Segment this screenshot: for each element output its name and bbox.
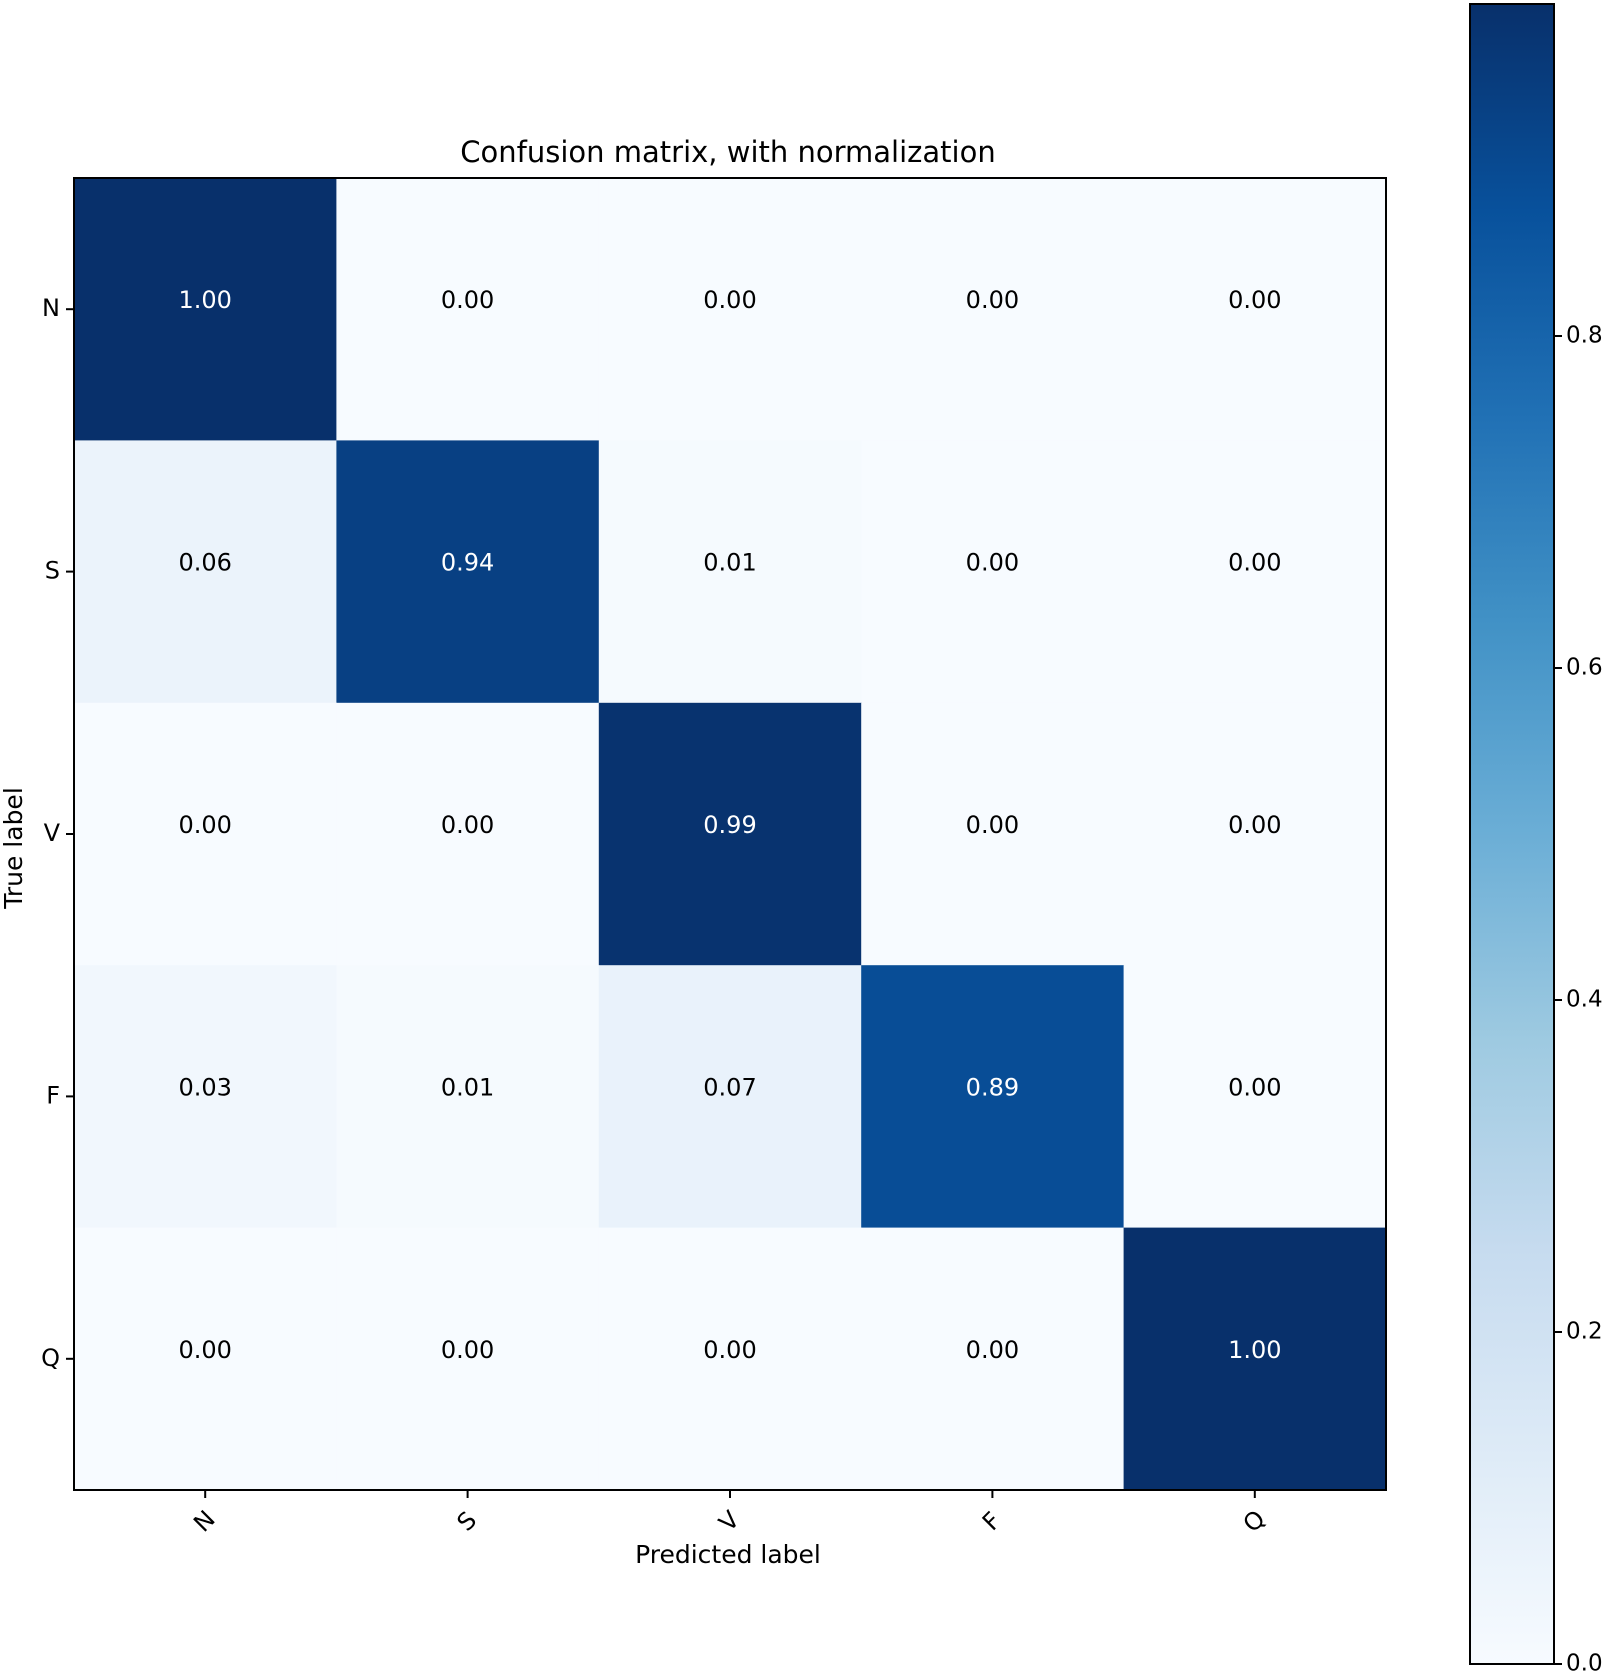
cell-value-label: 0.00 [1228, 549, 1281, 577]
heatmap-cell [861, 1227, 1125, 1491]
heatmap-cell [1123, 440, 1387, 704]
x-tick-label: V [714, 1505, 746, 1537]
cell-value-label: 0.00 [441, 1336, 494, 1364]
cell-value-label: 0.00 [966, 811, 1019, 839]
x-tick-label: S [452, 1506, 483, 1537]
heatmap-cell [861, 702, 1125, 966]
y-tick-label: Q [41, 1344, 60, 1372]
cell-value-label: 0.01 [703, 549, 756, 577]
heatmap-cell [74, 1227, 337, 1491]
colorbar-tick-label: 0.2 [1566, 1319, 1603, 1345]
cell-value-label: 0.99 [703, 811, 756, 839]
heatmap-cell [1123, 1227, 1387, 1491]
colorbar [1469, 3, 1555, 1665]
y-tick-label: N [42, 294, 60, 322]
colorbar-tick-label: 0.0 [1566, 1651, 1603, 1677]
cell-value-label: 0.00 [178, 1336, 231, 1364]
cell-value-label: 0.00 [1228, 811, 1281, 839]
cell-value-label: 0.03 [178, 1073, 231, 1101]
heatmap-cell [336, 178, 600, 441]
x-tick-label: N [188, 1505, 220, 1537]
cell-value-label: 0.00 [1228, 1073, 1281, 1101]
colorbar-tick-label: 0.4 [1566, 987, 1603, 1013]
heatmap-cell [74, 702, 337, 966]
heatmap-cell [336, 440, 600, 704]
heatmap-cell [336, 1227, 600, 1491]
heatmap-cell [336, 702, 600, 966]
cell-value-label: 0.00 [703, 286, 756, 314]
heatmap-cells [74, 178, 1387, 1491]
heatmap-cell [1123, 178, 1387, 441]
heatmap-cell [598, 965, 862, 1229]
heatmap-cell [861, 965, 1125, 1229]
heatmap-cell [1123, 965, 1387, 1229]
heatmap-cell [598, 178, 862, 441]
cell-value-label: 0.00 [966, 1336, 1019, 1364]
cell-value-label: 0.89 [966, 1073, 1019, 1101]
y-axis-ticks: N S V F Q [41, 294, 74, 1372]
cell-value-label: 0.01 [441, 1073, 494, 1101]
cell-value-label: 0.07 [703, 1073, 756, 1101]
heatmap-cell [598, 1227, 862, 1491]
cell-value-label: 0.00 [703, 1336, 756, 1364]
y-tick-label: S [45, 557, 60, 585]
cell-value-label: 0.00 [441, 811, 494, 839]
heatmap-cell-labels: 1.00 0.00 0.00 0.00 0.00 0.06 0.94 0.01 0.00 0.00… [178, 286, 1281, 1364]
heatmap-cell [74, 178, 337, 441]
cell-value-label: 0.06 [178, 549, 231, 577]
heatmap-cell [336, 965, 600, 1229]
cell-value-label: 0.00 [966, 549, 1019, 577]
colorbar-tick-label: 0.8 [1566, 323, 1603, 349]
cell-value-label: 0.00 [966, 286, 1019, 314]
cell-value-label: 0.00 [178, 811, 231, 839]
heatmap-cell [74, 965, 337, 1229]
heatmap-cell [598, 702, 862, 966]
heatmap-cell [861, 440, 1125, 704]
x-axis-label: Predicted label [635, 1540, 821, 1569]
y-axis-label: True label [0, 787, 28, 910]
cell-value-label: 1.00 [178, 286, 231, 314]
colorbar-ticks: 0.0 0.2 0.4 0.6 0.8 [1554, 323, 1603, 1677]
chart-title: Confusion matrix, with normalization [460, 135, 995, 169]
heatmap-cell [598, 440, 862, 704]
y-tick-label: V [44, 819, 61, 847]
x-tick-label: Q [1238, 1505, 1271, 1538]
x-tick-label: F [977, 1507, 1007, 1537]
cell-value-label: 0.00 [1228, 286, 1281, 314]
heatmap-cell [74, 440, 337, 704]
cell-value-label: 0.00 [441, 286, 494, 314]
heatmap-cell [1123, 702, 1387, 966]
colorbar-tick-label: 0.6 [1566, 655, 1603, 681]
cell-value-label: 1.00 [1228, 1336, 1281, 1364]
cell-value-label: 0.94 [441, 549, 494, 577]
y-tick-label: F [46, 1081, 60, 1109]
heatmap-cell [861, 178, 1125, 441]
